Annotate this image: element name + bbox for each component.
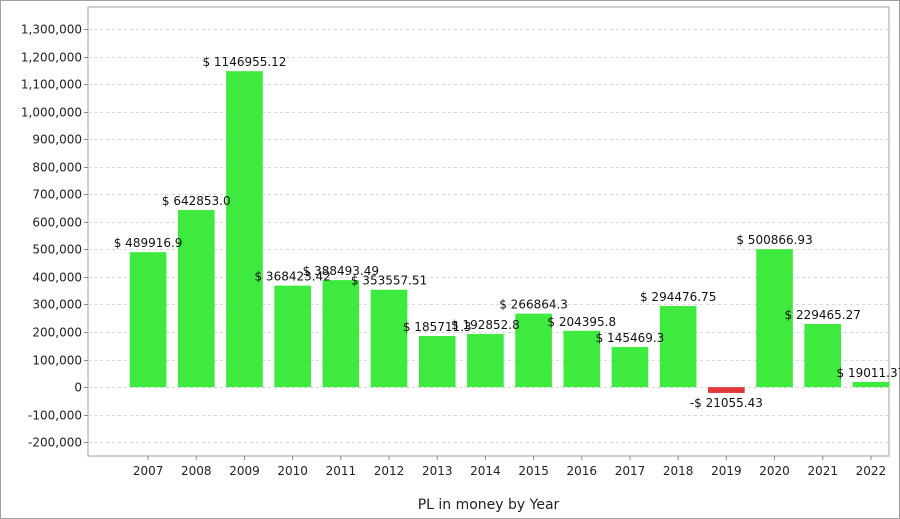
x-tick-label-2010: 2010 [277, 464, 308, 478]
data-labels: $ 489916.9 $ 642853.0 $ 1146955.12 $ 368423… [114, 55, 900, 410]
bar-2016 [563, 330, 601, 388]
data-label-2015: $ 266864.3 [499, 298, 568, 312]
x-tick-label-2015: 2015 [518, 464, 549, 478]
x-tick-label-2008: 2008 [181, 464, 212, 478]
data-label-2011: $ 388493.49 [303, 264, 379, 278]
x-tick-label-2021: 2021 [807, 464, 838, 478]
bar-2017 [611, 347, 649, 388]
bar-2014 [467, 334, 504, 388]
data-label-2021: $ 229465.27 [785, 308, 861, 322]
x-tick-label-2014: 2014 [470, 464, 501, 478]
bar-2015 [515, 313, 552, 388]
bar-2019 [708, 387, 745, 393]
bar-2021 [804, 323, 842, 388]
x-axis-title: PL in money by Year [418, 497, 560, 513]
bar-2008 [177, 210, 215, 388]
x-tick-label-2017: 2017 [615, 464, 646, 478]
y-tick-label: -100,000 [28, 409, 82, 423]
y-tick-label: 500,000 [32, 243, 82, 257]
x-tick-label-2020: 2020 [759, 464, 790, 478]
bar-2007 [129, 252, 167, 388]
bar-2013 [418, 335, 456, 388]
data-label-2020: $ 500866.93 [736, 233, 812, 247]
y-tick-label: 1,000,000 [21, 106, 82, 120]
data-label-2019: -$ 21055.43 [690, 396, 763, 410]
x-tick-label-2012: 2012 [374, 464, 405, 478]
y-tick-label: 600,000 [32, 216, 82, 230]
y-tick-label: 0 [74, 381, 82, 395]
y-tick-label: 1,300,000 [21, 23, 82, 37]
y-tick-label: 100,000 [32, 354, 82, 368]
data-label-2018: $ 294476.75 [640, 290, 716, 304]
y-tick-label: 300,000 [32, 298, 82, 312]
data-label-2014: $ 192852.8 [451, 318, 520, 332]
x-tick-label-2009: 2009 [229, 464, 260, 478]
data-label-2016: $ 204395.8 [547, 315, 616, 329]
x-axis-ticks: 2007 2008 2009 2010 2011 2012 2013 2014 2015 2016… [133, 456, 886, 478]
y-tick-label: -200,000 [28, 436, 82, 450]
y-tick-label: 1,100,000 [21, 78, 82, 92]
y-tick-label: 800,000 [32, 161, 82, 175]
x-tick-label-2018: 2018 [663, 464, 694, 478]
data-label-2008: $ 642853.0 [162, 194, 231, 208]
x-tick-label-2019: 2019 [711, 464, 742, 478]
gridlines [88, 29, 889, 443]
y-tick-label: 200,000 [32, 326, 82, 340]
x-tick-label-2016: 2016 [567, 464, 598, 478]
bar-2011 [322, 280, 360, 388]
x-tick-label-2007: 2007 [133, 464, 164, 478]
bar-2009 [226, 71, 263, 388]
x-tick-label-2013: 2013 [422, 464, 453, 478]
data-label-2009: $ 1146955.12 [202, 55, 286, 69]
bar-2018 [659, 306, 697, 388]
x-tick-label-2011: 2011 [326, 464, 357, 478]
bar-2020 [756, 249, 793, 388]
y-tick-label: 700,000 [32, 188, 82, 202]
y-tick-label: 1,200,000 [21, 51, 82, 65]
x-tick-label-2022: 2022 [856, 464, 887, 478]
data-label-2022: $ 19011.37 [837, 366, 900, 380]
bar-2010 [274, 285, 311, 388]
bar-2022 [852, 381, 890, 388]
y-tick-label: 400,000 [32, 271, 82, 285]
bars [129, 71, 890, 393]
y-tick-label: 900,000 [32, 133, 82, 147]
data-label-2013: $ 185711.3 [403, 320, 472, 334]
data-label-2007: $ 489916.9 [114, 236, 183, 250]
bar-2012 [370, 289, 408, 388]
y-axis-ticks: -200,000 -100,000 0 100,000 200,000 300,000 40… [21, 23, 88, 450]
data-label-2012: $ 353557.51 [351, 274, 427, 288]
data-label-2017: $ 145469.3 [596, 331, 665, 345]
data-label-2010: $ 368423.42 [254, 270, 330, 284]
